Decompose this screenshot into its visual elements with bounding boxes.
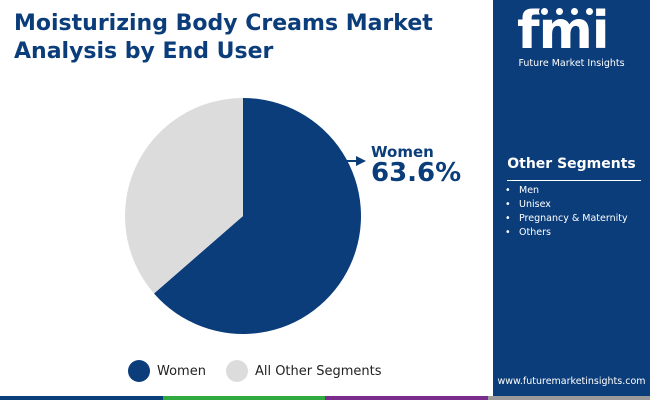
bottom-color-bar — [0, 396, 650, 400]
legend-label-women: Women — [157, 363, 206, 379]
logo-icon-4 — [584, 6, 595, 17]
pie-chart — [125, 98, 366, 334]
chart-legend: Women All Other Segments — [128, 360, 402, 382]
fmi-logo: fmi Future Market Insights — [493, 0, 650, 74]
website-url: www.futuremarketinsights.com — [497, 376, 646, 387]
segments-list: Men Unisex Pregnancy & Maternity Others — [503, 184, 628, 240]
other-segments-title: Other Segments — [507, 156, 636, 172]
logo-icon-2 — [554, 6, 565, 17]
callout-arrow — [346, 156, 366, 166]
segments-divider — [507, 180, 641, 181]
legend-label-other: All Other Segments — [254, 363, 382, 379]
sidebar-panel: fmi Future Market Insights Other Segment… — [493, 0, 650, 400]
segment-item-men: Men — [503, 184, 628, 198]
segment-item-others: Others — [503, 226, 628, 240]
bottom-bar-segment-2 — [162, 396, 325, 400]
bottom-bar-segment-3 — [325, 396, 488, 400]
legend-swatch-women — [128, 360, 150, 382]
callout-value: 63.6% — [371, 158, 462, 188]
segment-item-pregnancy: Pregnancy & Maternity — [503, 212, 628, 226]
logo-icon-3 — [569, 6, 580, 17]
logo-name: Future Market Insights — [518, 58, 625, 69]
bottom-bar-segment-1 — [0, 396, 163, 400]
segment-item-unisex: Unisex — [503, 198, 628, 212]
pie-slices — [125, 98, 362, 334]
logo-icons — [539, 6, 599, 17]
bottom-bar-segment-4 — [487, 396, 650, 400]
chart-title: Moisturizing Body Creams Market Analysis… — [14, 11, 433, 64]
callout-label: Women — [371, 143, 434, 161]
pie-slice-women — [153, 98, 362, 334]
legend-item-other: All Other Segments — [225, 360, 382, 382]
legend-item-women: Women — [128, 360, 206, 382]
logo-icon-1 — [539, 6, 550, 17]
legend-swatch-other — [225, 360, 248, 382]
pie-slice-all-other-segments — [125, 98, 243, 294]
